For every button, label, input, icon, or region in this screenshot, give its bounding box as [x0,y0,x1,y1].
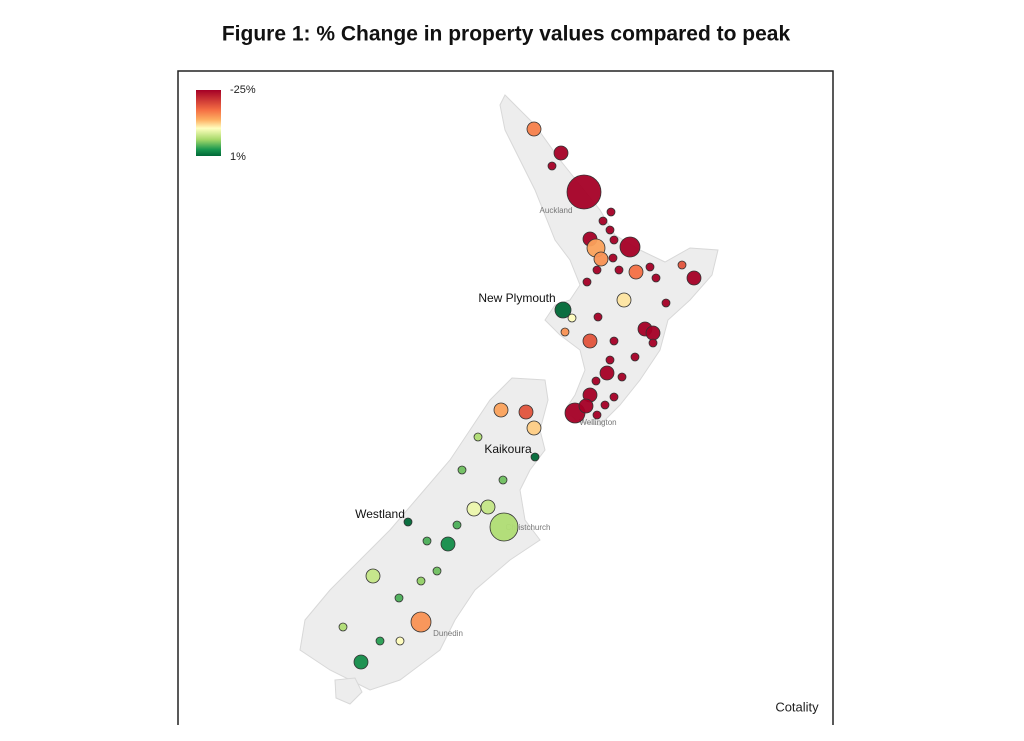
bubble [457,465,467,475]
bubble [609,235,619,245]
bubble [605,355,615,365]
bubble [617,372,627,382]
place-label: Christchurch [506,523,551,532]
bubble [648,338,658,348]
bubble [582,277,592,287]
bubble [591,376,601,386]
bubble [614,265,624,275]
bubble [493,402,509,418]
legend-label: -25% [230,84,256,96]
bubble [593,312,603,322]
bubble [452,520,462,530]
bubble [593,251,609,267]
bubble [578,398,594,414]
bubble [422,536,432,546]
bubble [661,298,671,308]
legend-label: 1% [230,151,246,163]
place-label: Wellington [579,418,616,427]
bubble [440,536,456,552]
bubble [606,207,616,217]
legend-colorbar [196,90,221,156]
bubble [616,292,632,308]
bubble [566,174,602,210]
bubble [473,432,483,442]
bubble [554,301,572,319]
bubble [677,260,687,270]
bubble [619,236,641,258]
bubble [547,161,557,171]
bubble [592,410,602,420]
place-label: Dunedin [433,629,463,638]
bubble [432,566,442,576]
bubble [599,365,615,381]
place-label: Kaikoura [484,442,532,456]
bubble [526,121,542,137]
bubble [498,475,508,485]
bubble [592,265,602,275]
bubble [645,262,655,272]
bubble [609,336,619,346]
bubble [553,145,569,161]
bubble [608,253,618,263]
bubble [410,611,432,633]
title: Figure 1: % Change in property values co… [222,23,791,46]
place-label: Auckland [540,206,573,215]
bubble [466,501,482,517]
bubble [480,499,496,515]
bubble [394,593,404,603]
bubble [403,517,413,527]
bubble [600,400,610,410]
place-label: New Plymouth [478,291,555,305]
bubble [353,654,369,670]
bubble [645,325,661,341]
bubble [416,576,426,586]
bubble [365,568,381,584]
bubble [582,333,598,349]
bubble [609,392,619,402]
bubble [560,327,570,337]
source: Cotality [775,699,819,714]
bubble [598,216,608,226]
bubble [651,273,661,283]
bubble [375,636,385,646]
bubble [686,270,702,286]
bubble [530,452,540,462]
bubble [338,622,348,632]
bubble [526,420,542,436]
bubble [605,225,615,235]
bubble [630,352,640,362]
bubble [567,313,577,323]
bubble [395,636,405,646]
bubble [489,512,519,542]
place-label: Westland [355,507,405,521]
bubble [628,264,644,280]
bubble [518,404,534,420]
landmass [299,94,719,705]
frame [177,70,834,725]
